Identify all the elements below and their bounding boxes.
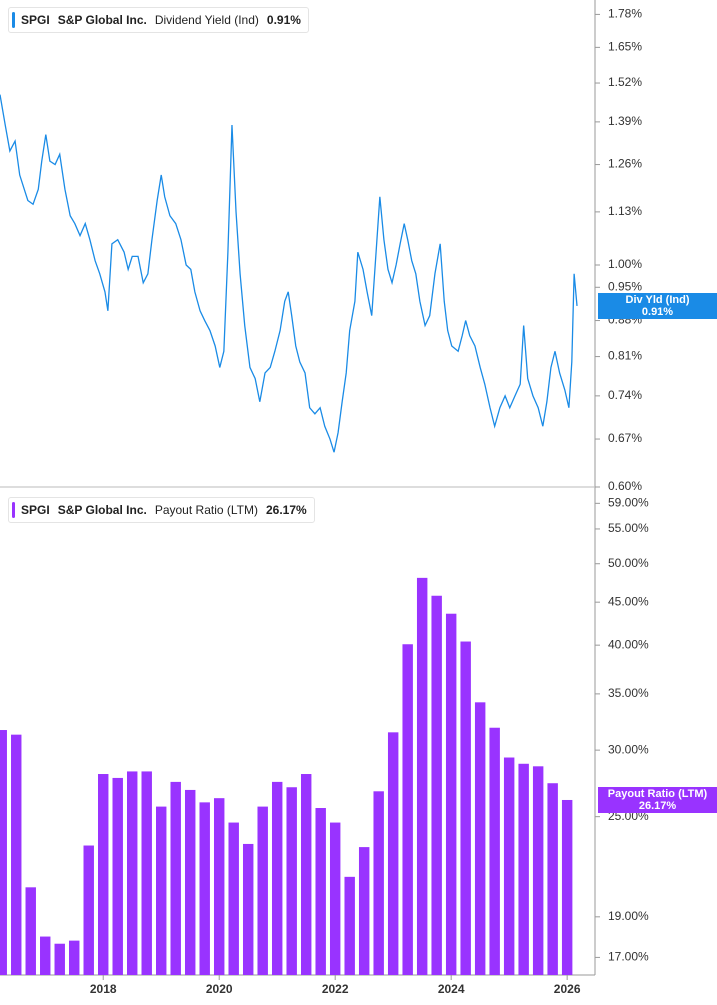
x-tick-label: 2024 [438, 982, 465, 996]
y-tick-label: 1.13% [608, 204, 642, 218]
y-tick-label: 1.65% [608, 40, 642, 54]
y-tick-label: 30.00% [608, 742, 649, 756]
bar [489, 727, 500, 975]
y-tick-label: 17.00% [608, 950, 649, 964]
y-tick-label: 1.78% [608, 7, 642, 21]
legend: SPGI S&P Global Inc. Dividend Yield (Ind… [8, 7, 309, 33]
bar [547, 783, 558, 975]
bar [460, 641, 471, 975]
company: S&P Global Inc. [57, 13, 147, 27]
bar [228, 822, 239, 975]
bar [358, 847, 370, 975]
y-tick-label: 0.95% [608, 279, 642, 293]
bar [69, 940, 80, 975]
ticker: SPGI [21, 503, 50, 517]
bar [518, 763, 529, 975]
company: S&P Global Inc. [57, 503, 147, 517]
bar [184, 789, 196, 975]
bar [532, 766, 544, 975]
y-tick-label: 59.00% [608, 496, 649, 510]
badge-value: 0.91% [641, 305, 674, 318]
bar [112, 777, 123, 975]
metric: Dividend Yield (Ind) [154, 13, 259, 27]
bar [40, 936, 51, 975]
current-value: 26.17% [265, 503, 307, 517]
bar [257, 806, 268, 975]
bar [315, 808, 326, 975]
badge-title: Div Yld (Ind) [625, 293, 690, 306]
bar [373, 791, 384, 975]
legend-swatch [12, 502, 15, 518]
bar [431, 595, 442, 975]
bar [141, 771, 152, 975]
y-tick-label: 1.00% [608, 257, 642, 271]
bar [242, 843, 254, 975]
legend: SPGI S&P Global Inc. Payout Ratio (LTM) … [8, 497, 315, 523]
bar [98, 774, 109, 975]
y-tick-label: 50.00% [608, 556, 649, 570]
bar [474, 702, 486, 975]
ticker: SPGI [21, 13, 50, 27]
x-tick-label: 2022 [322, 982, 349, 996]
bar [83, 845, 94, 975]
bar [445, 613, 457, 975]
legend-swatch [12, 12, 15, 28]
bar [402, 644, 413, 975]
current-value: 0.91% [266, 13, 301, 27]
y-tick-label: 0.74% [608, 388, 642, 402]
y-tick-label: 1.39% [608, 114, 642, 128]
bar [0, 730, 7, 975]
price-badge: Payout Ratio (LTM) 26.17% [598, 786, 717, 813]
bar [387, 732, 399, 975]
y-tick-label: 1.26% [608, 157, 642, 171]
y-tick-label: 0.81% [608, 349, 642, 363]
bar [170, 781, 181, 975]
y-tick-label: 0.67% [608, 431, 642, 445]
badge-title: Payout Ratio (LTM) [607, 787, 708, 800]
y-tick-label: 0.60% [608, 479, 642, 493]
y-tick-label: 1.52% [608, 75, 642, 89]
bar [416, 577, 428, 975]
bar [11, 734, 22, 975]
bar [155, 806, 167, 975]
bar [329, 822, 341, 975]
bar [561, 799, 573, 975]
bar [54, 943, 65, 975]
bar [286, 787, 297, 975]
y-tick-label: 35.00% [608, 686, 649, 700]
y-tick-label: 40.00% [608, 637, 649, 651]
bar [271, 781, 283, 975]
x-tick-label: 2018 [90, 982, 117, 996]
badge-value: 26.17% [638, 799, 677, 812]
y-tick-label: 19.00% [608, 909, 649, 923]
bar [213, 798, 225, 975]
x-tick-label: 2026 [554, 982, 581, 996]
bar [127, 771, 138, 975]
y-tick-label: 55.00% [608, 521, 649, 535]
x-tick-label: 2020 [206, 982, 233, 996]
y-tick-label: 45.00% [608, 594, 649, 608]
bar [344, 876, 355, 975]
price-badge: Div Yld (Ind) 0.91% [598, 292, 717, 319]
bar [503, 757, 515, 975]
line [0, 94, 578, 453]
bar [300, 774, 312, 975]
metric: Payout Ratio (LTM) [154, 503, 258, 517]
bar [25, 887, 36, 975]
bar [199, 802, 210, 975]
